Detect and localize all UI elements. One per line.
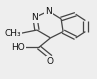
Text: HO: HO xyxy=(12,43,25,52)
Text: N: N xyxy=(32,13,38,22)
Text: O: O xyxy=(47,57,54,66)
Text: CH₃: CH₃ xyxy=(5,29,21,38)
Text: N: N xyxy=(45,7,52,16)
